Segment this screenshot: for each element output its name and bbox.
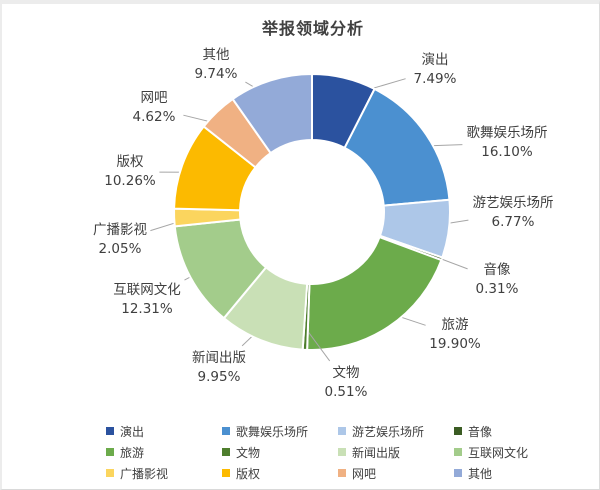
slice-label-name: 其他 bbox=[202, 47, 230, 63]
slice-label: 演出 7.49% bbox=[414, 51, 457, 89]
slice-label-value: 2.05% bbox=[98, 241, 142, 257]
slice-label: 歌舞娱乐场所 16.10% bbox=[467, 124, 548, 162]
donut-chart bbox=[150, 73, 469, 362]
slice-label: 音像 0.31% bbox=[476, 261, 519, 299]
legend-item: 版权 bbox=[222, 465, 260, 481]
slice-label-value: 0.51% bbox=[324, 384, 368, 400]
legend-marker bbox=[106, 448, 114, 456]
slice-label-name: 新闻出版 bbox=[192, 350, 246, 366]
legend-item: 文物 bbox=[222, 444, 260, 460]
legend-marker bbox=[338, 448, 346, 456]
slice-label-value: 4.62% bbox=[132, 109, 176, 125]
legend-label: 游艺娱乐场所 bbox=[352, 424, 425, 439]
legend-label: 文物 bbox=[236, 445, 261, 460]
slice-label-value: 12.31% bbox=[121, 301, 173, 317]
legend-marker bbox=[454, 469, 462, 477]
legend-label: 演出 bbox=[120, 424, 145, 439]
legend-item: 互联网文化 bbox=[454, 444, 528, 460]
slice-label: 游艺娱乐场所 6.77% bbox=[473, 194, 554, 232]
legend-marker bbox=[454, 448, 462, 456]
legend-item: 新闻出版 bbox=[338, 444, 400, 460]
legend-label: 互联网文化 bbox=[468, 445, 529, 460]
legend-label: 旅游 bbox=[120, 445, 145, 460]
slice-label-name: 歌舞娱乐场所 bbox=[466, 125, 548, 141]
slice-label: 广播影视 2.05% bbox=[93, 221, 147, 259]
legend-item: 游艺娱乐场所 bbox=[338, 423, 424, 439]
legend-item: 网吧 bbox=[338, 465, 376, 481]
legend-label: 其他 bbox=[468, 466, 493, 481]
slice-label-value: 9.74% bbox=[194, 66, 238, 82]
slice-label: 其他 9.74% bbox=[195, 46, 238, 84]
legend-item: 其他 bbox=[454, 465, 492, 481]
legend-item: 广播影视 bbox=[106, 465, 168, 481]
legend-marker bbox=[106, 427, 114, 435]
chart-title: 举报领域分析 bbox=[261, 19, 364, 38]
slice-label-value: 7.49% bbox=[413, 71, 457, 87]
legend-marker bbox=[338, 469, 346, 477]
slice-label: 文物 0.51% bbox=[325, 364, 368, 402]
slice-label-name: 互联网文化 bbox=[113, 282, 181, 298]
slice-label: 互联网文化 12.31% bbox=[113, 281, 181, 319]
slice-label-value: 19.90% bbox=[429, 336, 481, 352]
slice-label-value: 6.77% bbox=[491, 214, 535, 230]
legend-label: 新闻出版 bbox=[352, 445, 401, 460]
legend-label: 广播影视 bbox=[120, 466, 169, 481]
pie-slice bbox=[231, 73, 313, 155]
slice-label: 网吧 4.62% bbox=[133, 89, 176, 127]
legend-item: 演出 bbox=[106, 423, 144, 439]
leader-line bbox=[305, 328, 331, 362]
slice-label-name: 演出 bbox=[421, 52, 449, 68]
slice-label: 版权 10.26% bbox=[104, 153, 155, 191]
slice-label-name: 游艺娱乐场所 bbox=[472, 195, 554, 211]
legend-marker bbox=[106, 469, 114, 477]
legend-marker bbox=[454, 427, 462, 435]
slice-label-name: 网吧 bbox=[140, 90, 168, 106]
legend-item: 音像 bbox=[454, 423, 492, 439]
slice-label-value: 16.10% bbox=[481, 144, 533, 160]
legend-marker bbox=[338, 427, 346, 435]
legend-label: 歌舞娱乐场所 bbox=[236, 424, 309, 439]
slice-label-value: 10.26% bbox=[104, 173, 156, 189]
legend-label: 网吧 bbox=[352, 466, 377, 481]
slice-label: 新闻出版 9.95% bbox=[192, 349, 246, 387]
legend-item: 歌舞娱乐场所 bbox=[222, 423, 308, 439]
slice-label-name: 音像 bbox=[483, 262, 511, 278]
legend-marker bbox=[222, 448, 230, 456]
legend-label: 音像 bbox=[468, 424, 493, 439]
slice-label-name: 旅游 bbox=[441, 317, 469, 333]
legend-marker bbox=[222, 469, 230, 477]
pie-slice bbox=[306, 236, 443, 351]
slice-label-value: 9.95% bbox=[197, 369, 241, 385]
slice-label-value: 0.31% bbox=[475, 281, 519, 297]
slice-label-name: 文物 bbox=[332, 365, 360, 381]
slice-label-name: 广播影视 bbox=[93, 222, 147, 238]
legend-item: 旅游 bbox=[106, 444, 144, 460]
legend-label: 版权 bbox=[236, 466, 261, 481]
slice-label: 旅游 19.90% bbox=[429, 316, 480, 354]
slice-label-name: 版权 bbox=[116, 154, 144, 170]
legend-marker bbox=[222, 427, 230, 435]
